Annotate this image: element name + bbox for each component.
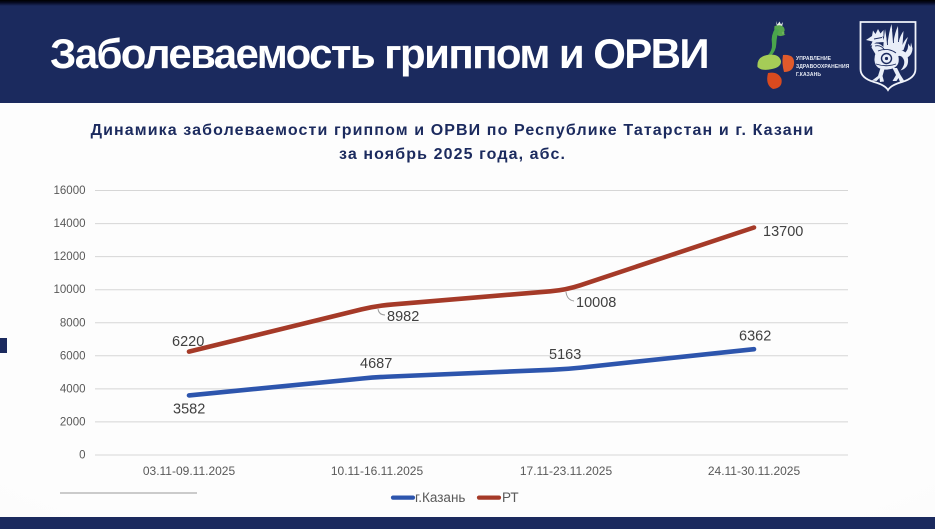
- svg-text:17.11-23.11.2025: 17.11-23.11.2025: [520, 464, 613, 478]
- svg-text:4687: 4687: [360, 356, 392, 372]
- svg-text:г.Казань: г.Казань: [415, 490, 465, 505]
- svg-text:2000: 2000: [60, 416, 86, 428]
- svg-text:24.11-30.11.2025: 24.11-30.11.2025: [708, 464, 801, 478]
- svg-text:6220: 6220: [172, 334, 204, 350]
- svg-text:8000: 8000: [60, 317, 86, 329]
- svg-text:10000: 10000: [54, 284, 86, 296]
- svg-text:РТ: РТ: [502, 490, 519, 505]
- svg-text:3582: 3582: [173, 402, 205, 418]
- svg-text:8982: 8982: [387, 309, 419, 325]
- svg-text:12000: 12000: [54, 251, 86, 263]
- svg-text:10008: 10008: [576, 295, 616, 311]
- svg-text:14000: 14000: [54, 218, 86, 230]
- svg-text:5163: 5163: [549, 347, 581, 363]
- svg-text:16000: 16000: [54, 185, 86, 197]
- svg-text:10.11-16.11.2025: 10.11-16.11.2025: [331, 464, 424, 478]
- svg-text:13700: 13700: [763, 224, 803, 240]
- svg-text:6000: 6000: [60, 350, 86, 362]
- svg-text:4000: 4000: [60, 383, 86, 395]
- svg-text:03.11-09.11.2025: 03.11-09.11.2025: [143, 464, 236, 478]
- svg-text:6362: 6362: [739, 329, 771, 345]
- svg-text:0: 0: [79, 450, 85, 462]
